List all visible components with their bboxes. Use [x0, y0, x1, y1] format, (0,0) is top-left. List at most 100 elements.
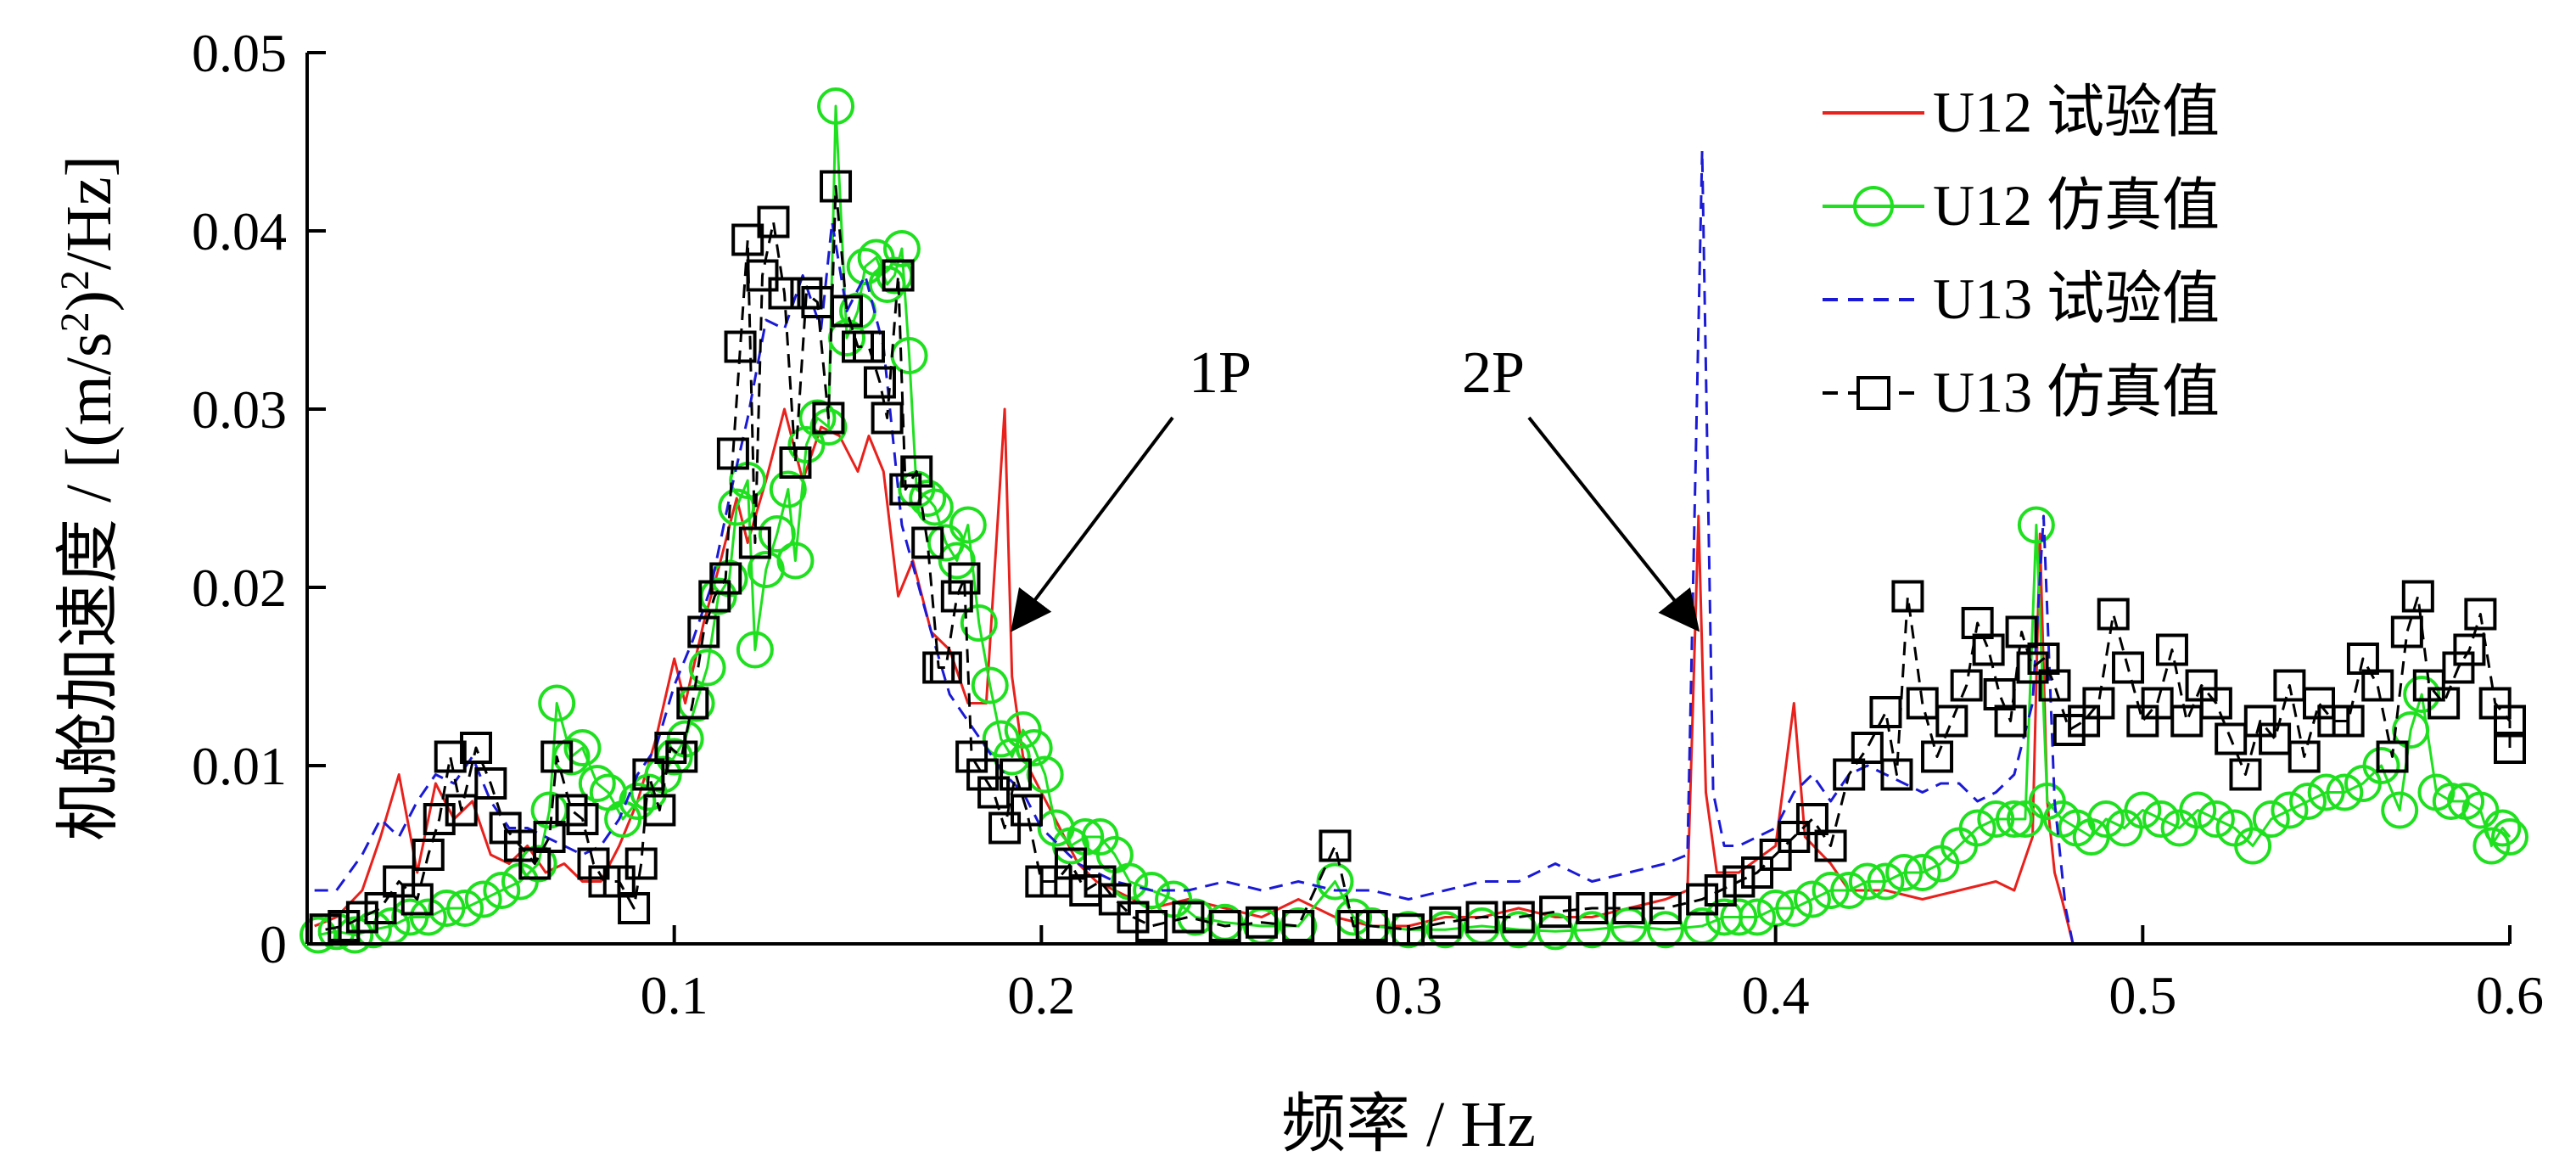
data-point — [1720, 898, 1758, 936]
data-point — [1867, 862, 1905, 901]
data-point — [1833, 758, 1866, 791]
series-u13-sim — [309, 170, 2526, 946]
data-point — [446, 890, 484, 927]
data-point — [1704, 874, 1737, 907]
data-point — [2197, 800, 2235, 838]
data-point — [1117, 901, 1150, 934]
data-point — [1429, 906, 1462, 939]
data-point — [383, 865, 416, 898]
legend-label-u12-sim: U12 仿真值 — [1933, 173, 2220, 238]
data-point — [1972, 633, 2005, 666]
data-point — [2005, 615, 2038, 648]
data-point — [1722, 865, 1756, 898]
data-point — [1906, 687, 1939, 720]
data-point — [538, 684, 576, 722]
data-point — [1573, 911, 1611, 949]
data-point — [938, 542, 976, 580]
data-point — [1775, 890, 1813, 927]
data-point — [758, 515, 796, 553]
data-point — [2392, 711, 2430, 749]
data-point — [757, 205, 790, 239]
data-point — [768, 277, 801, 310]
x-tick-label: 0.2 — [1007, 965, 1075, 1025]
annotation-arrow-2p — [1527, 416, 1700, 632]
data-point — [929, 651, 962, 684]
data-point — [2112, 651, 2145, 684]
data-point — [2432, 783, 2470, 820]
y-tick-label: 0.03 — [192, 379, 287, 440]
data-point — [412, 839, 445, 871]
y-tick-label: 0.01 — [192, 736, 287, 796]
data-point — [1891, 580, 1924, 613]
data-point — [1851, 732, 1884, 764]
data-point — [2087, 800, 2125, 838]
data-point — [2141, 687, 2174, 720]
data-point — [1011, 794, 1044, 827]
data-point — [1741, 856, 1774, 889]
data-point — [1316, 862, 1354, 901]
data-point — [1015, 729, 1053, 766]
x-tick-label: 0.6 — [2476, 965, 2544, 1025]
data-point — [1539, 895, 1572, 929]
data-point — [709, 562, 742, 595]
data-point — [1830, 872, 1868, 909]
data-point — [820, 170, 853, 203]
data-point — [2124, 791, 2162, 829]
series-line-u13-test — [314, 149, 2510, 946]
data-point — [434, 740, 467, 773]
data-point — [1612, 892, 1645, 924]
data-point — [2494, 704, 2526, 738]
data-point — [831, 295, 864, 328]
data-point — [2259, 722, 2292, 755]
data-point — [812, 401, 845, 435]
y-axis-title-main: 机舱加速度 / [(m/s — [53, 332, 125, 841]
data-point — [889, 473, 922, 506]
data-point — [1921, 740, 1954, 773]
data-point — [2017, 506, 2055, 544]
data-point — [1337, 910, 1370, 942]
data-point — [900, 455, 933, 488]
data-point — [718, 488, 756, 526]
y-axis-title: 机舱加速度 / [(m/s2)2/Hz] — [53, 155, 126, 841]
data-point — [2307, 773, 2345, 811]
data-point — [687, 615, 720, 648]
data-point — [2464, 598, 2497, 631]
data-point — [1177, 898, 1215, 936]
data-point — [1004, 711, 1042, 749]
y-axis-title-sup1: 2 — [53, 312, 98, 332]
legend-marker-u12-sim — [1853, 186, 1894, 227]
data-point — [2155, 633, 2188, 666]
data-point — [2252, 800, 2290, 838]
data-point — [2289, 783, 2327, 820]
data-point — [1319, 829, 1352, 862]
data-point — [577, 847, 610, 880]
data-point — [1172, 901, 1205, 934]
data-point — [1026, 755, 1064, 794]
data-point — [2403, 676, 2441, 713]
data-point — [971, 666, 1009, 704]
data-point — [2361, 669, 2394, 702]
y-tick-label: 0 — [260, 914, 287, 974]
data-point — [2491, 818, 2528, 856]
data-point — [1885, 854, 1924, 891]
data-point — [474, 767, 507, 800]
data-point — [2390, 615, 2423, 648]
data-point — [676, 687, 709, 720]
data-point — [624, 847, 658, 880]
data-point — [1426, 911, 1464, 949]
data-point — [1649, 892, 1682, 924]
data-point — [955, 740, 988, 773]
data-point — [2142, 800, 2180, 838]
data-point — [852, 330, 885, 363]
y-tick-label: 0.05 — [192, 23, 287, 83]
data-point — [654, 732, 687, 764]
data-point — [868, 266, 906, 303]
y-axis-title-sup2: 2 — [53, 270, 98, 290]
data-point — [1686, 883, 1719, 916]
data-point — [345, 901, 378, 934]
data-point — [1958, 809, 1996, 847]
data-point — [1499, 911, 1537, 949]
data-point — [1961, 607, 1994, 639]
annotation-arrow-1p — [1011, 416, 1174, 632]
data-point — [716, 437, 749, 470]
